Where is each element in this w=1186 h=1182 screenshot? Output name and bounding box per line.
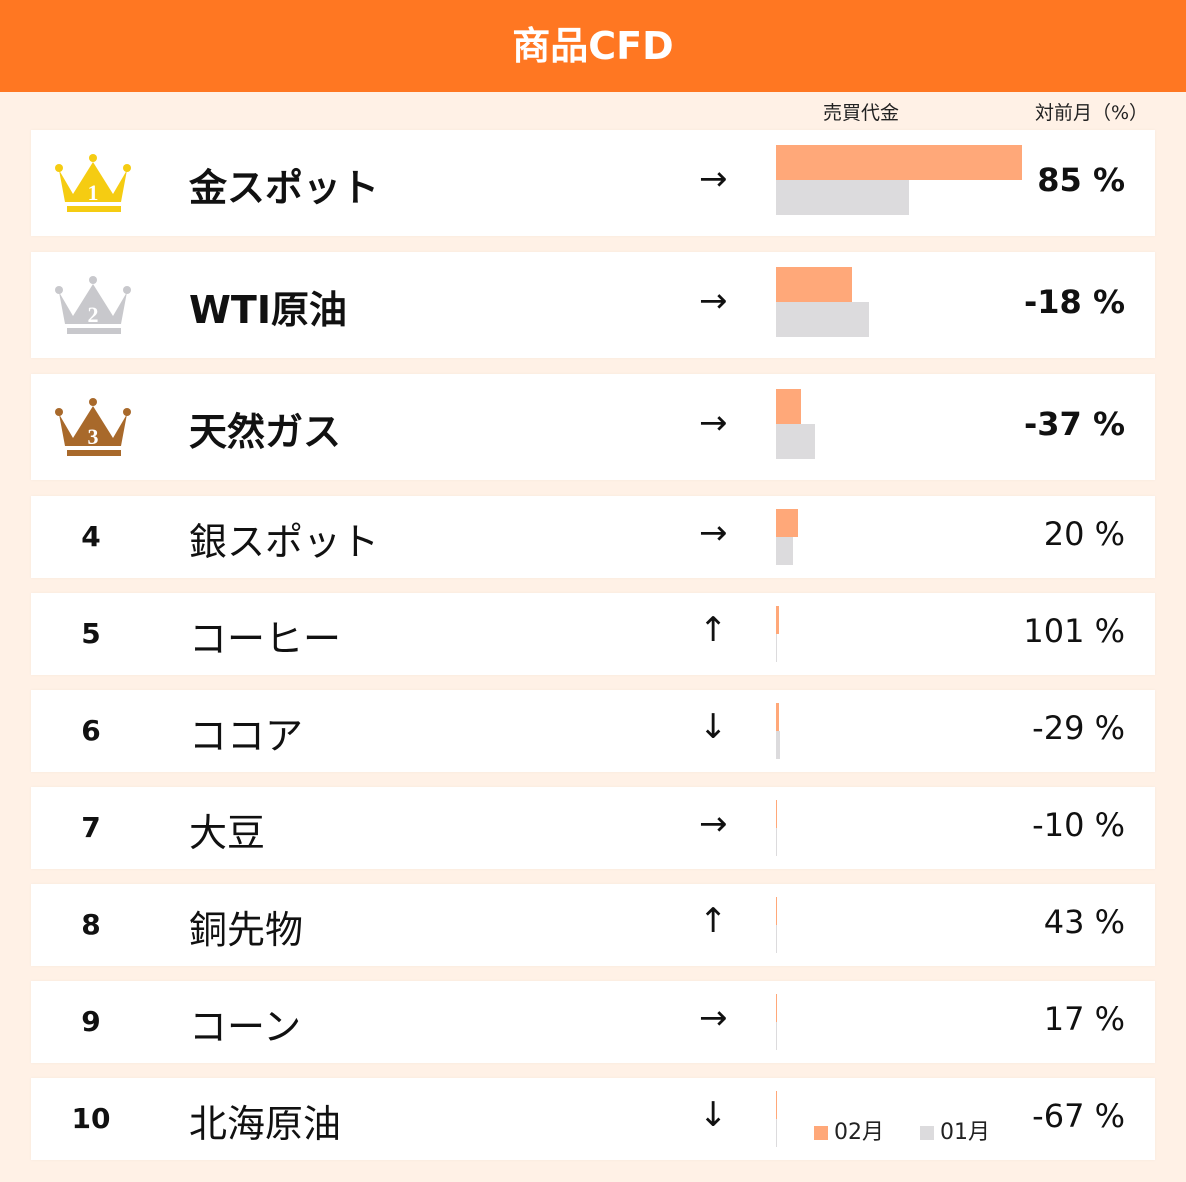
commodity-name[interactable]: 天然ガス	[189, 410, 342, 454]
legend-label-feb: 02月	[834, 1120, 884, 1145]
ranking-row: 10 北海原油 ↓ -67 %	[31, 1078, 1155, 1160]
rank-number: 9	[81, 1005, 101, 1038]
trend-arrow-icon: ↓	[699, 707, 728, 747]
trend-arrow-icon: ↑	[699, 610, 728, 650]
commodity-name[interactable]: 北海原油	[189, 1102, 342, 1146]
rank-number: 2	[88, 302, 99, 327]
legend-label-jan: 01月	[940, 1120, 990, 1145]
change-percent: 101 %	[1023, 612, 1125, 650]
bar-jan	[776, 1119, 777, 1147]
ranking-row: 7 大豆 → -10 %	[31, 787, 1155, 869]
trend-arrow-icon: →	[699, 281, 728, 321]
bar-jan	[776, 180, 909, 215]
legend-item-jan: 01月	[920, 1114, 990, 1146]
ranking-row: 2 WTI原油 → -18 %	[31, 252, 1155, 358]
rank-number: 8	[81, 908, 101, 941]
rank-number: 5	[81, 617, 101, 650]
rank-number: 10	[71, 1102, 111, 1135]
ranking-row: 4 銀スポット → 20 %	[31, 496, 1155, 578]
crown-icon: 2	[55, 276, 131, 334]
bar-feb	[776, 897, 777, 925]
commodity-name[interactable]: WTI原油	[189, 288, 347, 332]
crown-icon: 1	[55, 154, 131, 212]
commodity-name[interactable]: 金スポット	[189, 166, 380, 210]
commodity-name[interactable]: 銀スポット	[189, 520, 380, 564]
rank-number: 7	[81, 811, 101, 844]
commodity-name[interactable]: ココア	[189, 714, 304, 758]
commodity-name[interactable]: 大豆	[189, 811, 266, 855]
ranking-row: 8 銅先物 ↑ 43 %	[31, 884, 1155, 966]
rank-number: 4	[81, 520, 101, 553]
column-header-change: 対前月（%）	[1035, 102, 1149, 124]
bar-feb	[776, 389, 801, 424]
legend-swatch-feb	[814, 1126, 828, 1140]
trend-arrow-icon: →	[699, 513, 728, 553]
bar-jan	[776, 925, 777, 953]
trend-arrow-icon: ↓	[699, 1095, 728, 1135]
bar-jan	[776, 537, 794, 565]
bar-feb	[776, 267, 853, 302]
bar-feb	[776, 606, 779, 634]
change-percent: 17 %	[1043, 1000, 1125, 1038]
rank-number: 1	[88, 180, 99, 205]
bar-jan	[776, 731, 780, 759]
change-percent: 85 %	[1037, 161, 1125, 199]
commodity-name[interactable]: 銅先物	[189, 908, 304, 952]
change-percent: 43 %	[1043, 903, 1125, 941]
bar-jan	[776, 424, 816, 459]
crown-icon: 3	[55, 398, 131, 456]
change-percent: -37 %	[1023, 405, 1125, 443]
bar-feb	[776, 994, 777, 1022]
trend-arrow-icon: →	[699, 159, 728, 199]
commodity-name[interactable]: コーヒー	[189, 617, 342, 661]
ranking-row: 1 金スポット → 85 %	[31, 130, 1155, 236]
commodity-name[interactable]: コーン	[189, 1005, 302, 1049]
change-percent: -67 %	[1032, 1097, 1125, 1135]
rank-number: 6	[81, 714, 101, 747]
bar-feb	[776, 703, 779, 731]
page-title: 商品CFD	[0, 0, 1186, 92]
trend-arrow-icon: →	[699, 804, 728, 844]
bar-feb	[776, 1091, 777, 1119]
trend-arrow-icon: →	[699, 998, 728, 1038]
ranking-row: 9 コーン → 17 %	[31, 981, 1155, 1063]
bar-jan	[776, 1022, 777, 1050]
change-percent: -18 %	[1023, 283, 1125, 321]
bar-feb	[776, 800, 777, 828]
trend-arrow-icon: ↑	[699, 901, 728, 941]
change-percent: -29 %	[1032, 709, 1125, 747]
legend-swatch-jan	[920, 1126, 934, 1140]
bar-jan	[776, 828, 777, 856]
legend-item-feb: 02月	[814, 1114, 884, 1146]
ranking-row: 6 ココア ↓ -29 %	[31, 690, 1155, 772]
bar-jan	[776, 302, 870, 337]
rank-number: 3	[88, 424, 99, 449]
change-percent: -10 %	[1032, 806, 1125, 844]
column-header-volume: 売買代金	[823, 102, 900, 124]
trend-arrow-icon: →	[699, 403, 728, 443]
bar-feb	[776, 145, 1022, 180]
bar-feb	[776, 509, 799, 537]
change-percent: 20 %	[1043, 515, 1125, 553]
bar-jan	[776, 634, 777, 662]
ranking-row: 3 天然ガス → -37 %	[31, 374, 1155, 480]
ranking-row: 5 コーヒー ↑ 101 %	[31, 593, 1155, 675]
